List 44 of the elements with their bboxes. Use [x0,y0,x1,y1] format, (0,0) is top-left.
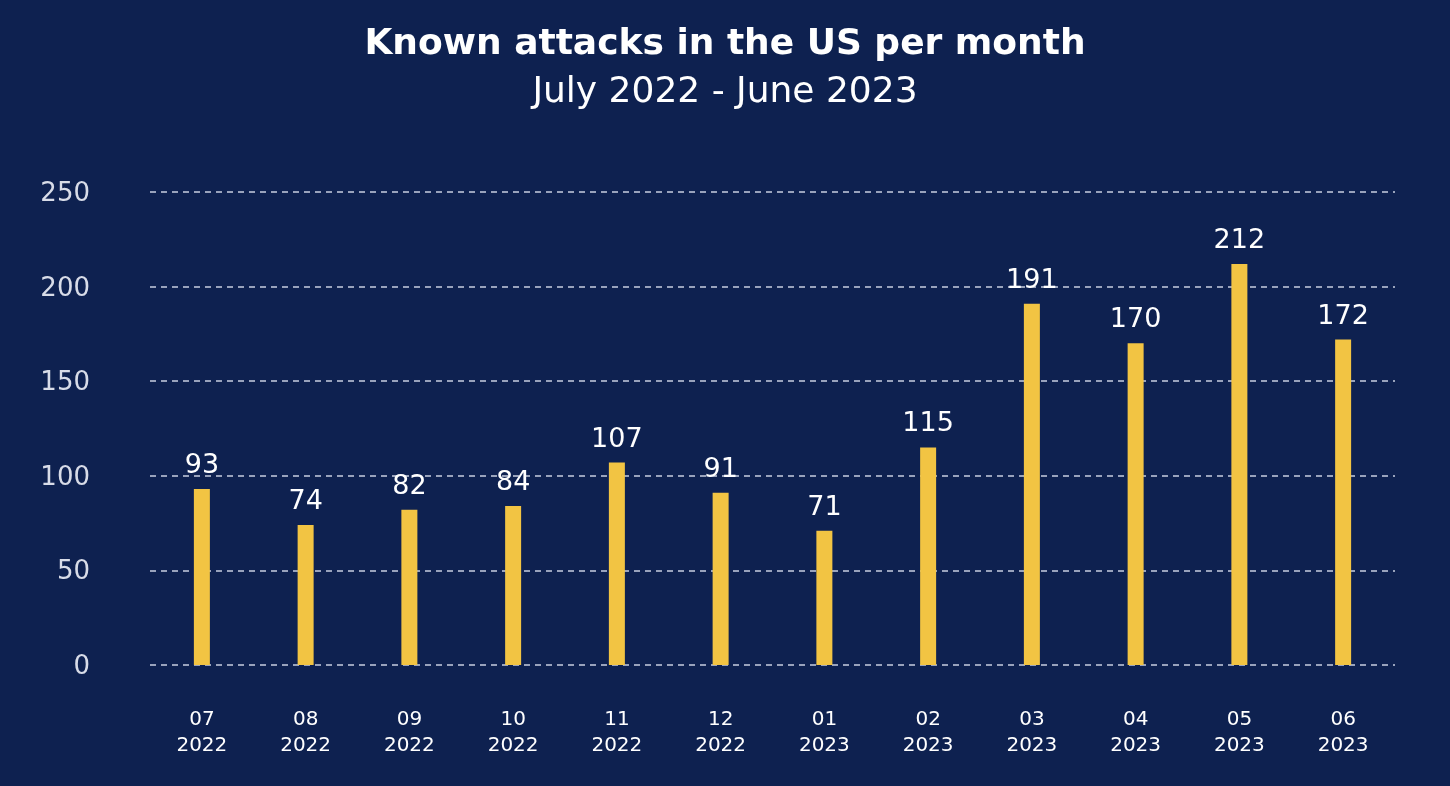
x-tick-label: 10 2022 [487,706,539,756]
data-label: 170 [1109,302,1162,334]
x-tick-label: 07 2022 [176,706,228,756]
x-tick-label: 06 2023 [1317,706,1369,756]
data-label: 93 [184,448,220,480]
bar [712,492,729,665]
chart-subtitle: July 2022 - June 2023 [530,68,918,110]
bar [920,447,937,665]
bar [608,462,625,665]
x-tick-label: 04 2023 [1110,706,1162,756]
bar [1023,303,1040,665]
data-label: 91 [703,451,738,483]
data-label: 84 [495,465,531,497]
bar [1231,263,1248,665]
data-label: 74 [288,483,323,515]
x-tick-label: 03 2023 [1006,706,1058,756]
y-tick-label: 150 [40,366,90,397]
y-tick-label: 200 [40,271,90,302]
x-tick-label: 05 2023 [1213,706,1265,756]
data-label: 212 [1213,222,1266,254]
bar [193,489,210,665]
data-label: 115 [902,406,954,438]
bar [401,509,418,665]
data-label: 71 [807,489,842,521]
x-tick-label: 09 2022 [383,706,435,756]
bar [1127,343,1144,665]
x-tick-label: 08 2022 [280,706,332,756]
data-label: 82 [392,468,427,500]
data-label: 107 [591,421,643,453]
bar [1335,339,1352,665]
x-tick-label: 01 2023 [798,706,850,756]
y-tick-label: 100 [40,460,90,491]
chart-title: Known attacks in the US per month [364,20,1086,62]
x-tick-label: 02 2023 [902,706,954,756]
bar [816,530,833,665]
y-tick-label: 0 [73,650,90,680]
data-label: 172 [1317,298,1369,330]
y-tick-label: 50 [56,555,90,586]
data-label: 191 [1006,262,1058,294]
x-tick-label: 12 2022 [695,706,747,756]
bar [297,524,314,665]
x-tick-label: 11 2022 [591,706,643,756]
y-tick-label: 250 [40,177,90,207]
bar [505,506,522,665]
